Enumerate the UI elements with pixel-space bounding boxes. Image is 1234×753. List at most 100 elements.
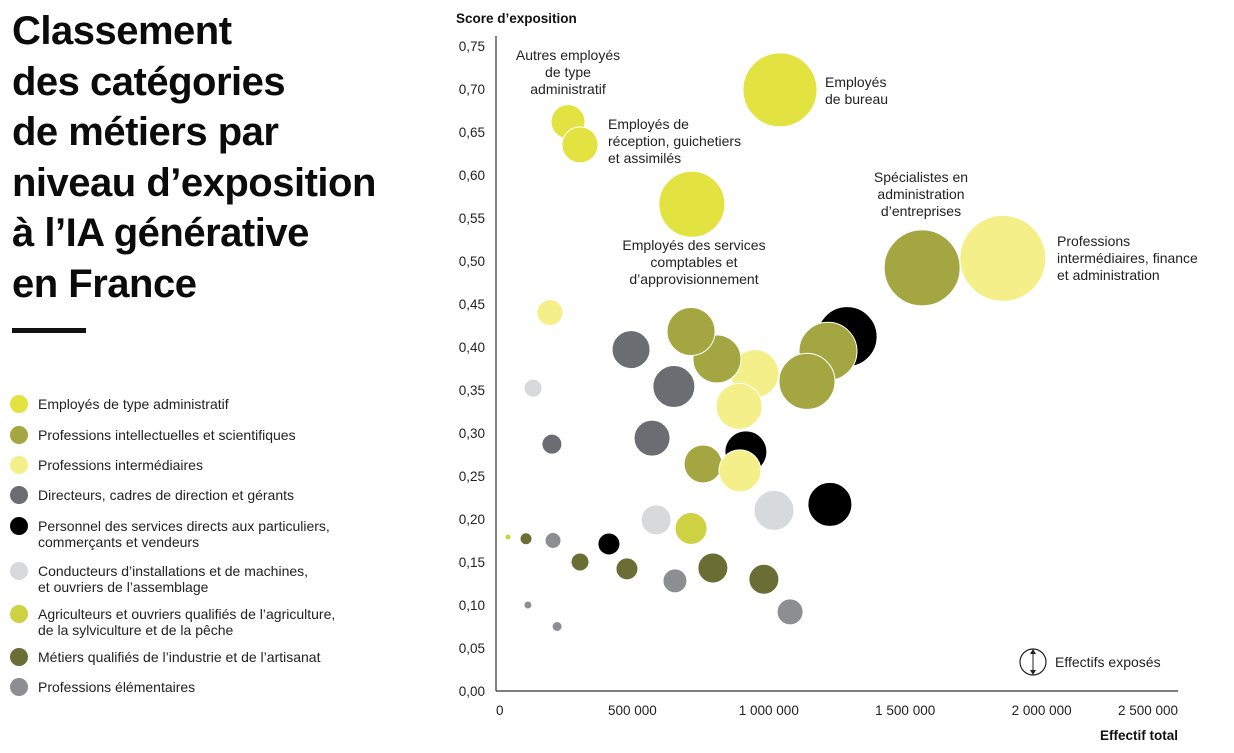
legend-item: Directeurs, cadres de direction et géran… bbox=[10, 486, 295, 504]
bubble bbox=[544, 532, 562, 549]
legend-label: Agriculteurs et ouvriers qualifiés de l’… bbox=[38, 606, 336, 638]
legend-swatch bbox=[10, 395, 28, 413]
y-tick-label: 0,10 bbox=[459, 598, 485, 613]
bubble bbox=[640, 504, 672, 536]
bubble bbox=[715, 382, 763, 430]
bubble-annotation: d’approvisionnement bbox=[629, 271, 758, 287]
bubble bbox=[504, 533, 512, 541]
bubble bbox=[633, 419, 671, 457]
bubble bbox=[883, 229, 961, 307]
title-line: des catégories bbox=[12, 59, 286, 104]
x-tick-label: 1 500 000 bbox=[875, 703, 935, 718]
bubble-annotation: Autres employés bbox=[516, 47, 620, 63]
legend-swatch bbox=[10, 605, 28, 623]
legend-item: Professions élémentaires bbox=[10, 678, 196, 696]
bubble-annotation: administration bbox=[877, 186, 964, 202]
y-tick-label: 0,50 bbox=[459, 254, 485, 269]
legend-label: Conducteurs d’installations et de machin… bbox=[38, 563, 309, 595]
bubble-annotation: et administration bbox=[1057, 267, 1160, 283]
title-line: en France bbox=[12, 261, 197, 306]
bubble bbox=[666, 307, 716, 357]
bubble bbox=[674, 511, 708, 545]
bubble bbox=[718, 449, 762, 493]
y-tick-label: 0,35 bbox=[459, 383, 485, 398]
legend-label: Directeurs, cadres de direction et géran… bbox=[38, 487, 295, 503]
legend-label: Employés de type administratif bbox=[38, 396, 229, 412]
legend-item: Métiers qualifiés de l’industrie et de l… bbox=[10, 648, 321, 666]
y-tick-label: 0,40 bbox=[459, 340, 485, 355]
bubble-annotation: comptables et bbox=[650, 254, 737, 270]
bubble-annotation: intermédiaires, finance bbox=[1057, 250, 1198, 266]
bubble bbox=[536, 299, 564, 327]
x-tick-label: 1 000 000 bbox=[739, 703, 799, 718]
x-tick-label: 0 bbox=[496, 703, 504, 718]
bubble bbox=[615, 557, 639, 581]
bubble-annotation: Professions bbox=[1057, 233, 1130, 249]
legend-item: Professions intermédiaires bbox=[10, 456, 203, 474]
legend-item: Agriculteurs et ouvriers qualifiés de l’… bbox=[10, 605, 336, 638]
title-line: de métiers par bbox=[12, 110, 279, 154]
title-line: à l’IA générative bbox=[12, 211, 309, 255]
legend-label: Métiers qualifiés de l’industrie et de l… bbox=[38, 649, 321, 665]
bubble-annotation: de bureau bbox=[825, 91, 888, 107]
x-axis-title: Effectif total bbox=[1100, 728, 1178, 743]
bubble bbox=[551, 621, 563, 632]
bubble-annotation: administratif bbox=[530, 81, 606, 97]
y-tick-label: 0,25 bbox=[459, 469, 485, 484]
legend-swatch bbox=[10, 648, 28, 666]
bubble bbox=[748, 563, 780, 595]
bubble bbox=[597, 532, 621, 556]
bubble-annotation: Spécialistes en bbox=[874, 169, 968, 185]
x-tick-label: 500 000 bbox=[608, 703, 657, 718]
title-line: niveau d’exposition bbox=[12, 160, 376, 205]
y-tick-label: 0,00 bbox=[459, 684, 485, 699]
bubble bbox=[519, 532, 533, 546]
bubble bbox=[523, 600, 533, 610]
legend-label: Professions intellectuelles et scientifi… bbox=[38, 427, 296, 443]
legend-swatch bbox=[10, 562, 28, 580]
legend-item: Conducteurs d’installations et de machin… bbox=[10, 562, 309, 595]
bubble bbox=[658, 170, 726, 238]
y-tick-label: 0,55 bbox=[459, 211, 485, 226]
bubble bbox=[652, 365, 696, 409]
page-title: Classement des catégories de métiers par… bbox=[12, 6, 432, 309]
title-underline bbox=[12, 328, 86, 333]
bubble bbox=[776, 598, 804, 626]
legend-swatch bbox=[10, 426, 28, 444]
bubble bbox=[959, 214, 1047, 302]
bubble bbox=[611, 330, 651, 370]
y-tick-label: 0,30 bbox=[459, 426, 485, 441]
y-tick-label: 0,15 bbox=[459, 555, 485, 570]
legend-swatch bbox=[10, 486, 28, 504]
legend-swatch bbox=[10, 678, 28, 696]
y-tick-label: 0,75 bbox=[459, 39, 485, 54]
y-tick-label: 0,65 bbox=[459, 125, 485, 140]
bubble-annotation: Employés des services bbox=[622, 237, 765, 253]
y-tick-label: 0,45 bbox=[459, 297, 485, 312]
legend-item: Employés de type administratif bbox=[10, 395, 229, 413]
bubble bbox=[742, 52, 818, 128]
bubble bbox=[807, 481, 853, 527]
legend-label: Professions élémentaires bbox=[38, 679, 196, 695]
title-line: Classement bbox=[12, 9, 232, 53]
bubble-annotation: Employés bbox=[825, 74, 886, 90]
y-tick-label: 0,05 bbox=[459, 641, 485, 656]
y-axis-title: Score d’exposition bbox=[456, 11, 577, 26]
y-tick-label: 0,20 bbox=[459, 512, 485, 527]
bubble bbox=[561, 126, 599, 164]
size-legend-label: Effectifs exposés bbox=[1055, 654, 1161, 670]
legend-swatch bbox=[10, 456, 28, 474]
bubble bbox=[662, 568, 688, 594]
bubble bbox=[541, 433, 563, 455]
y-tick-label: 0,60 bbox=[459, 168, 485, 183]
bubble bbox=[570, 552, 590, 572]
x-tick-label: 2 000 000 bbox=[1012, 703, 1072, 718]
bubble-annotation: Employés de bbox=[608, 116, 689, 132]
legend-label: Personnel des services directs aux parti… bbox=[38, 518, 330, 550]
x-tick-label: 2 500 000 bbox=[1118, 703, 1178, 718]
bubble bbox=[778, 352, 836, 410]
bubble-annotation: et assimilés bbox=[608, 150, 681, 166]
legend-label: Professions intermédiaires bbox=[38, 457, 203, 473]
bubble-annotation: de type bbox=[545, 64, 591, 80]
